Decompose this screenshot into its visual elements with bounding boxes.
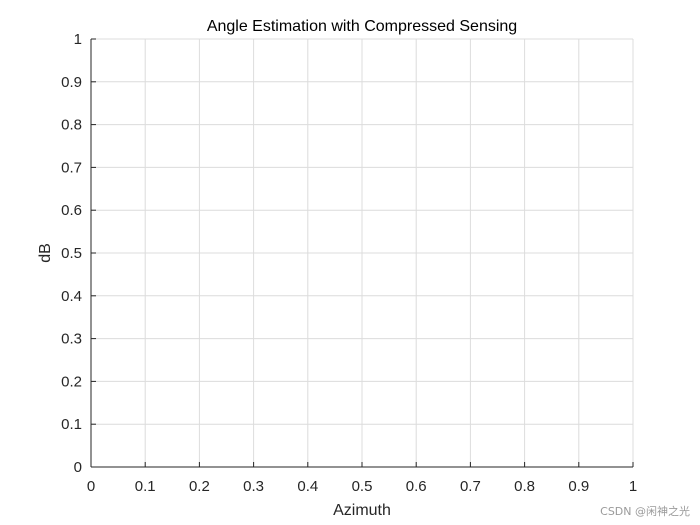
x-tick-label: 0.6 (406, 478, 427, 495)
watermark: CSDN @闲神之光 (600, 505, 690, 518)
y-tick-label: 0.9 (61, 74, 82, 91)
x-tick-label: 0.3 (243, 478, 264, 495)
chart-title: Angle Estimation with Compressed Sensing (207, 18, 517, 35)
y-tick-label: 0 (74, 459, 82, 476)
y-tick-label: 0.4 (61, 288, 82, 305)
x-tick-label: 0.8 (514, 478, 535, 495)
y-tick-label: 0.1 (61, 416, 82, 433)
x-tick-label: 0 (87, 478, 95, 495)
x-axis-title: Azimuth (333, 502, 391, 519)
x-tick-label: 0.1 (135, 478, 156, 495)
x-tick-label: 0.9 (568, 478, 589, 495)
y-tick-label: 0.2 (61, 373, 82, 390)
y-tick-label: 1 (74, 31, 82, 48)
x-tick-label: 0.5 (352, 478, 373, 495)
y-tick-label: 0.6 (61, 202, 82, 219)
x-tick-label: 0.2 (189, 478, 210, 495)
x-tick-label: 0.4 (297, 478, 318, 495)
y-tick-label: 0.3 (61, 331, 82, 348)
x-ticks: 0 0.1 0.2 0.3 0.4 0.5 0.6 0.7 0.8 0.9 1 (87, 462, 637, 495)
grid (90, 38, 634, 468)
x-tick-label: 0.7 (460, 478, 481, 495)
y-axis-title: dB (37, 243, 54, 263)
y-tick-label: 0.5 (61, 245, 82, 262)
x-tick-label: 1 (629, 478, 637, 495)
y-tick-label: 0.8 (61, 117, 82, 134)
y-ticks: 0 0.1 0.2 0.3 0.4 0.5 0.6 0.7 0.8 0.9 1 (61, 31, 96, 476)
y-tick-label: 0.7 (61, 159, 82, 176)
